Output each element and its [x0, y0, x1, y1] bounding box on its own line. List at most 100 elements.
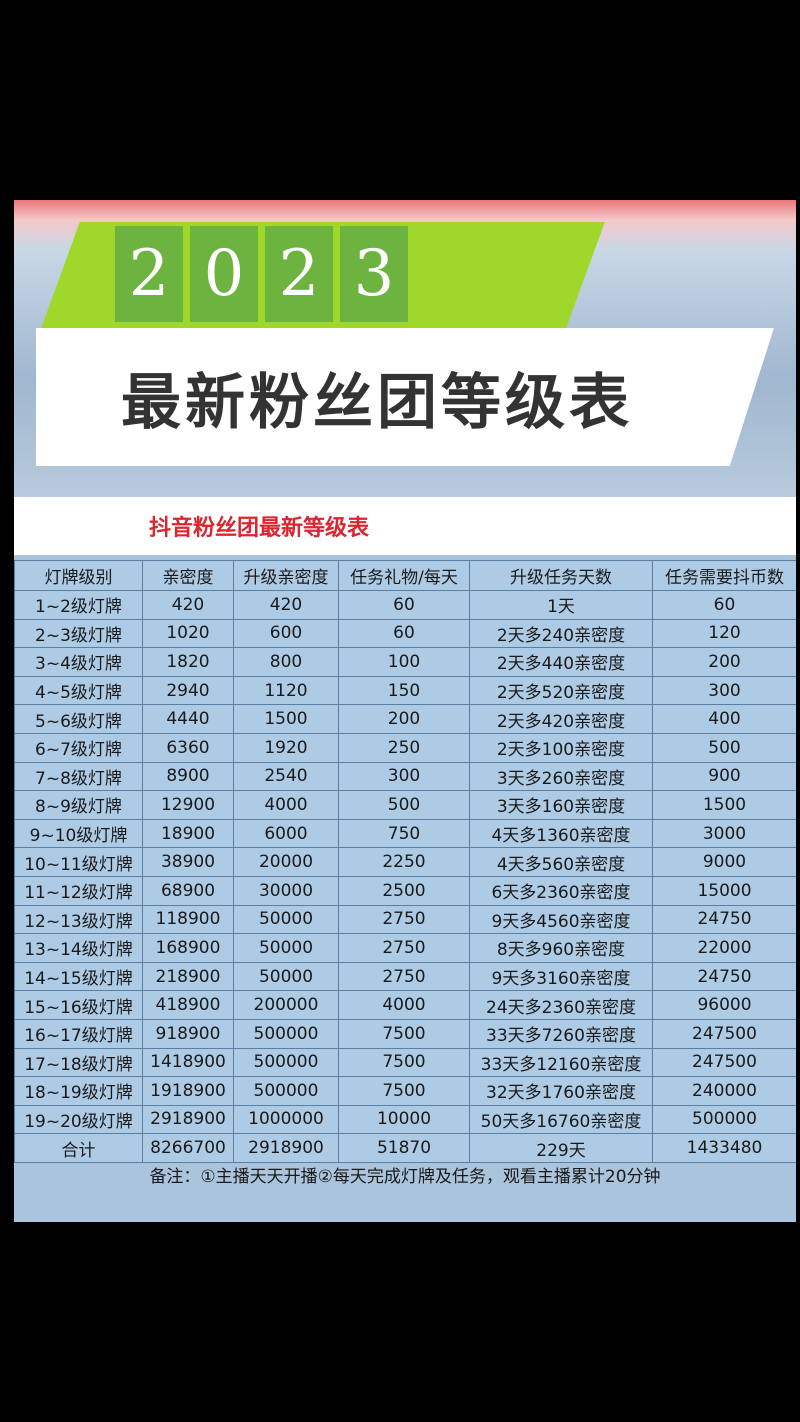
table-cell: 1500 [652, 790, 796, 820]
table-cell: 7500 [338, 1018, 470, 1049]
table-cell: 2940 [142, 675, 234, 706]
table-row: 11~12级灯牌 68900 30000 2500 6天多2360亲密度 15000 [14, 875, 796, 906]
table-cell: 750 [338, 818, 470, 849]
column-header: 亲密度 [142, 560, 234, 591]
table-cell: 1820 [142, 647, 234, 677]
title-banner: 最新粉丝团等级表 [36, 328, 774, 466]
table-cell: 168900 [142, 933, 234, 963]
table-cell: 400 [652, 704, 796, 734]
table-cell: 200 [652, 647, 796, 677]
level-table: 灯牌级别 亲密度 升级亲密度 任务礼物/每天 升级任务天数 任务需要抖币数 1~2级灯牌 4… [14, 560, 796, 1163]
table-cell: 200 [338, 704, 470, 734]
table-cell: 9000 [652, 847, 796, 877]
table-row: 13~14级灯牌 168900 50000 2750 8天多960亲密度 22000 [14, 933, 796, 963]
table-cell: 6~7级灯牌 [14, 732, 143, 763]
table-cell: 19~20级灯牌 [14, 1104, 143, 1135]
table-cell: 3~4级灯牌 [14, 647, 143, 677]
table-cell: 800 [233, 647, 339, 677]
table-row: 17~18级灯牌 1418900 500000 7500 33天多12160亲密度 247… [14, 1047, 796, 1078]
table-cell: 60 [338, 618, 470, 649]
table-cell: 18~19级灯牌 [14, 1076, 143, 1106]
table-cell: 2918900 [233, 1133, 339, 1163]
table-cell: 1500 [233, 704, 339, 734]
table-cell: 300 [338, 761, 470, 792]
table-cell: 12~13级灯牌 [14, 904, 143, 935]
table-cell: 50000 [233, 961, 339, 992]
table-row: 7~8级灯牌 8900 2540 300 3天多260亲密度 900 [14, 761, 796, 792]
table-cell: 60 [652, 590, 796, 620]
column-header: 升级亲密度 [233, 560, 339, 591]
table-cell: 50000 [233, 904, 339, 935]
year-digit: 3 [340, 226, 408, 322]
table-cell: 200000 [233, 990, 339, 1020]
table-cell: 2~3级灯牌 [14, 618, 143, 649]
footnote: 备注：①主播天天开播②每天完成灯牌及任务，观看主播累计20分钟 [149, 1167, 661, 1187]
main-title: 最新粉丝团等级表 [121, 367, 633, 438]
table-row: 4~5级灯牌 2940 1120 150 2天多520亲密度 300 [14, 675, 796, 706]
table-cell: 600 [233, 618, 339, 649]
table-cell: 10000 [338, 1104, 470, 1135]
table-cell: 24天多2360亲密度 [469, 990, 653, 1020]
table-cell: 2750 [338, 933, 470, 963]
table-cell: 9~10级灯牌 [14, 818, 143, 849]
table-cell: 1000000 [233, 1104, 339, 1135]
table-cell: 11~12级灯牌 [14, 875, 143, 906]
table-cell: 1918900 [142, 1076, 234, 1106]
table-cell: 1920 [233, 732, 339, 763]
table-cell: 17~18级灯牌 [14, 1047, 143, 1078]
table-cell: 4天多560亲密度 [469, 847, 653, 877]
table-row: 8~9级灯牌 12900 4000 500 3天多160亲密度 1500 [14, 790, 796, 820]
table-cell: 6000 [233, 818, 339, 849]
table-cell: 7500 [338, 1076, 470, 1106]
table-row: 19~20级灯牌 2918900 1000000 10000 50天多16760亲密度 5… [14, 1104, 796, 1135]
table-cell: 24750 [652, 961, 796, 992]
table-cell: 96000 [652, 990, 796, 1020]
table-cell: 4000 [233, 790, 339, 820]
header-banner: 2 0 2 3 最新粉丝团等级表 [14, 200, 796, 497]
table-cell: 4440 [142, 704, 234, 734]
table-cell: 68900 [142, 875, 234, 906]
table-cell: 2250 [338, 847, 470, 877]
table-cell: 1418900 [142, 1047, 234, 1078]
total-row: 合计 8266700 2918900 51870 229天 1433480 [14, 1133, 796, 1163]
table-cell: 50000 [233, 933, 339, 963]
table-cell: 8~9级灯牌 [14, 790, 143, 820]
table-cell: 4~5级灯牌 [14, 675, 143, 706]
table-cell: 8266700 [142, 1133, 234, 1163]
table-cell: 240000 [652, 1076, 796, 1106]
table-cell: 22000 [652, 933, 796, 963]
table-cell: 3天多160亲密度 [469, 790, 653, 820]
table-cell: 2750 [338, 904, 470, 935]
table-cell: 3天多260亲密度 [469, 761, 653, 792]
subtitle-strip [14, 497, 796, 555]
table-cell: 1433480 [652, 1133, 796, 1163]
table-cell: 38900 [142, 847, 234, 877]
table-cell: 60 [338, 590, 470, 620]
table-cell: 20000 [233, 847, 339, 877]
table-cell: 218900 [142, 961, 234, 992]
table-cell: 150 [338, 675, 470, 706]
table-cell: 51870 [338, 1133, 470, 1163]
table-cell: 9天多3160亲密度 [469, 961, 653, 992]
table-cell: 7~8级灯牌 [14, 761, 143, 792]
table-cell: 4天多1360亲密度 [469, 818, 653, 849]
table-cell: 918900 [142, 1018, 234, 1049]
year-digit: 0 [190, 226, 258, 322]
table-cell: 2天多520亲密度 [469, 675, 653, 706]
column-header: 任务礼物/每天 [338, 560, 470, 591]
table-cell: 9天多4560亲密度 [469, 904, 653, 935]
table-cell: 13~14级灯牌 [14, 933, 143, 963]
table-cell: 247500 [652, 1047, 796, 1078]
table-cell: 500000 [233, 1047, 339, 1078]
table-row: 5~6级灯牌 4440 1500 200 2天多420亲密度 400 [14, 704, 796, 734]
table-cell: 118900 [142, 904, 234, 935]
table-cell: 32天多1760亲密度 [469, 1076, 653, 1106]
table-cell: 6天多2360亲密度 [469, 875, 653, 906]
table-cell: 1~2级灯牌 [14, 590, 143, 620]
table-cell: 8天多960亲密度 [469, 933, 653, 963]
table-cell: 229天 [469, 1133, 653, 1163]
column-header: 升级任务天数 [469, 560, 653, 591]
table-cell: 4000 [338, 990, 470, 1020]
table-cell: 12900 [142, 790, 234, 820]
table-row: 15~16级灯牌 418900 200000 4000 24天多2360亲密度 96000 [14, 990, 796, 1020]
